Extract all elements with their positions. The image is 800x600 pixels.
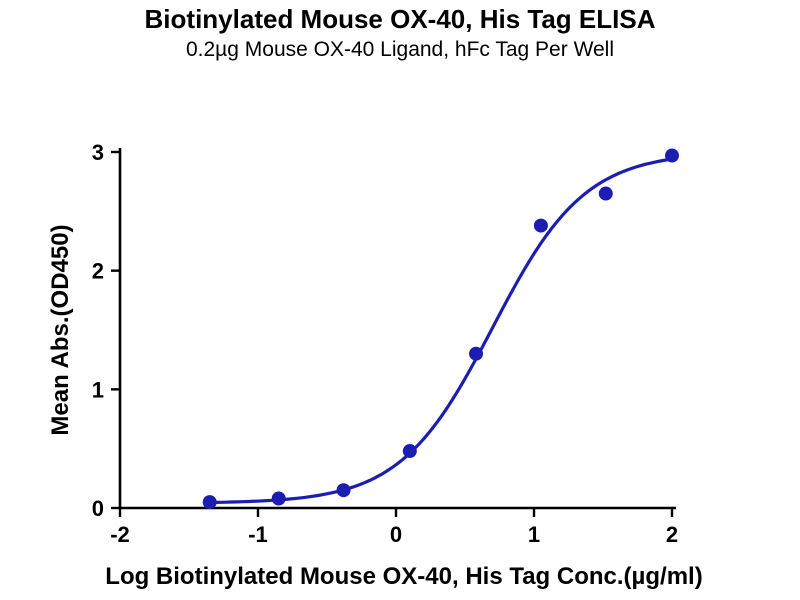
fit-curve	[208, 158, 670, 505]
data-point	[336, 483, 351, 498]
chart-subtitle: 0.2µg Mouse OX-40 Ligand, hFc Tag Per We…	[185, 38, 615, 61]
data-point	[469, 346, 484, 361]
data-point	[533, 218, 548, 233]
x-tick-label: 1	[528, 522, 540, 547]
data-point	[402, 444, 417, 459]
data-point	[665, 148, 679, 163]
y-tick-label: 2	[92, 259, 104, 284]
x-tick-label: 0	[390, 522, 402, 547]
x-tick-label: -1	[248, 522, 268, 547]
data-point	[271, 491, 286, 506]
x-tick-label: -2	[110, 522, 130, 547]
data-point	[202, 495, 217, 510]
y-tick-label: 1	[92, 377, 104, 402]
y-axis-label: Mean Abs.(OD450)	[47, 224, 74, 435]
y-tick-label: 3	[92, 140, 104, 165]
data-point	[598, 186, 613, 201]
x-axis-label: Log Biotinylated Mouse OX-40, His Tag Co…	[105, 563, 702, 590]
chart-title: Biotinylated Mouse OX-40, His Tag ELISA	[144, 4, 656, 34]
y-tick-label: 0	[92, 496, 104, 521]
x-tick-label: 2	[666, 522, 678, 547]
